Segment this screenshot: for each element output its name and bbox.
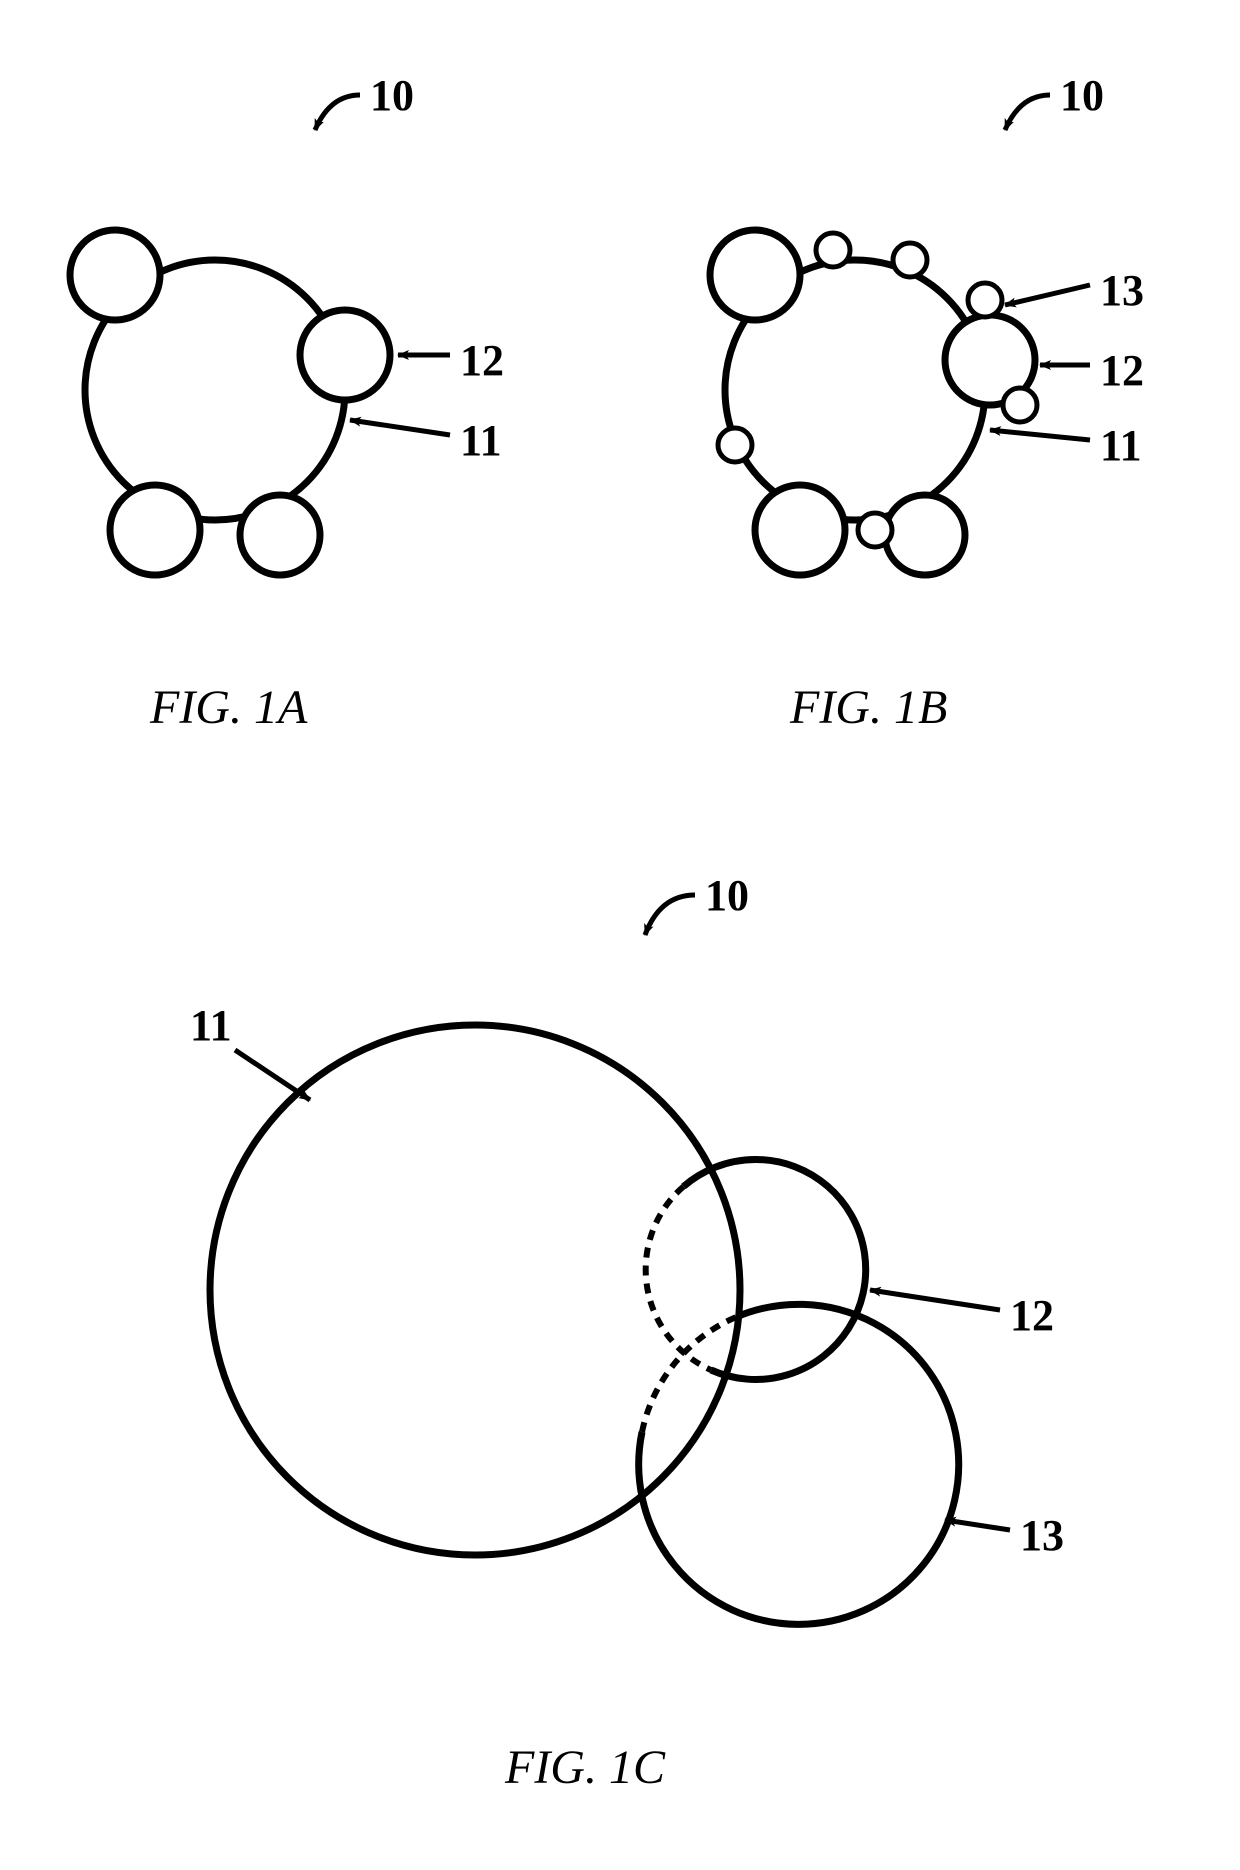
small-circle: [968, 283, 1002, 317]
medium-circle: [110, 485, 200, 575]
refnum-12-c: 12: [1010, 1290, 1054, 1341]
refnum-10-c: 10: [705, 870, 749, 921]
refnum-12-a: 12: [460, 335, 504, 386]
small-circle: [893, 243, 927, 277]
refnum-11-c: 11: [190, 1000, 232, 1051]
refnum-12-b: 12: [1100, 345, 1144, 396]
figure-1a: [70, 95, 450, 575]
small-circle: [718, 428, 752, 462]
refnum-10-a: 10: [370, 70, 414, 121]
refnum-10-b: 10: [1060, 70, 1104, 121]
label-arrow-11: [990, 430, 1090, 440]
diagram-canvas: [0, 0, 1240, 1870]
caption-1b: FIG. 1B: [790, 680, 947, 735]
small-circle: [1003, 388, 1037, 422]
label-arrow-12: [870, 1290, 1000, 1310]
label-arrow-11: [350, 420, 450, 435]
caption-1c: FIG. 1C: [505, 1740, 665, 1795]
medium-circle: [240, 495, 320, 575]
medium-circle: [885, 495, 965, 575]
circle12-inner-dashed: [646, 1187, 711, 1371]
figure-1b: [710, 95, 1090, 575]
small-circle: [816, 233, 850, 267]
medium-circle: [300, 310, 390, 400]
ref10-arrow: [315, 95, 360, 130]
figure-1c: [210, 895, 1010, 1624]
label-arrow-11: [235, 1050, 310, 1100]
medium-circle: [755, 485, 845, 575]
main-circle-11: [210, 1025, 740, 1555]
refnum-13-c: 13: [1020, 1510, 1064, 1561]
medium-circle: [710, 230, 800, 320]
refnum-11-a: 11: [460, 415, 502, 466]
small-circle: [858, 513, 892, 547]
ref10-arrow: [1005, 95, 1050, 130]
refnum-13-b: 13: [1100, 265, 1144, 316]
caption-1a: FIG. 1A: [150, 680, 307, 735]
ref10-arrow: [645, 895, 695, 935]
label-arrow-13: [1005, 285, 1090, 305]
label-arrow-13: [945, 1520, 1010, 1530]
refnum-11-b: 11: [1100, 420, 1142, 471]
circle12-outer: [684, 1159, 866, 1379]
medium-circle: [70, 230, 160, 320]
